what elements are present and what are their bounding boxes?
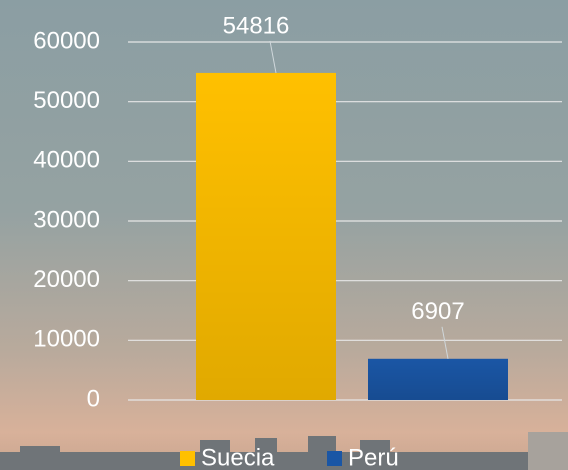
legend-swatch <box>327 451 342 466</box>
y-tick-label: 20000 <box>33 266 100 293</box>
y-tick-label: 40000 <box>33 147 100 174</box>
leader-line <box>269 40 277 74</box>
y-tick-label: 50000 <box>33 87 100 114</box>
y-tick-label: 10000 <box>33 326 100 353</box>
data-label: 54816 <box>223 12 290 39</box>
y-tick-label: 30000 <box>33 206 100 233</box>
city-skyline <box>0 432 568 470</box>
data-label: 6907 <box>411 298 464 325</box>
bar-shade <box>196 72 336 400</box>
legend-label: Suecia <box>201 444 275 470</box>
y-tick-label: 0 <box>87 385 100 412</box>
y-tick-label: 60000 <box>33 27 100 54</box>
leader-line <box>441 326 449 359</box>
bar-shade <box>368 358 508 400</box>
legend-label: Perú <box>348 444 399 470</box>
legend-swatch <box>180 451 195 466</box>
